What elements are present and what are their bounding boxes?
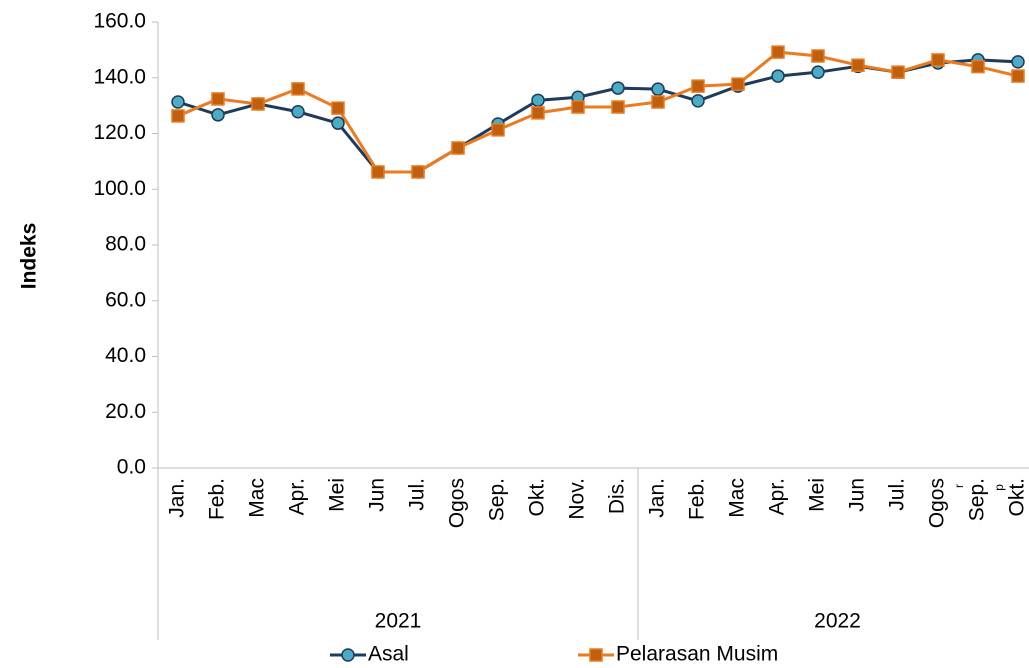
marker (291, 105, 305, 119)
y-tick-label: 100.0 (93, 177, 146, 200)
marker (731, 77, 745, 91)
x-tick-label: Ogos (446, 478, 469, 528)
x-tick-label: Feb. (686, 478, 709, 520)
marker (691, 94, 705, 108)
marker (491, 123, 505, 137)
marker (771, 45, 785, 59)
marker (531, 93, 545, 108)
x-tick-label: Jul. (886, 478, 909, 511)
marker (211, 108, 225, 122)
marker (811, 49, 825, 63)
legend-marker (341, 648, 355, 662)
y-tick-label: 20.0 (105, 400, 146, 423)
marker (331, 116, 345, 130)
x-tick-note: r (952, 484, 966, 488)
marker (691, 79, 705, 93)
series-line (177, 50, 1019, 174)
marker (771, 69, 785, 83)
y-tick-label: 40.0 (105, 344, 146, 367)
y-tick-label: 0.0 (117, 456, 146, 479)
x-tick-label: Mac (726, 478, 749, 518)
group-label: 2022 (814, 610, 861, 633)
marker (851, 58, 865, 72)
marker (171, 95, 185, 109)
y-tick-label: 140.0 (93, 65, 146, 88)
marker (411, 165, 425, 179)
x-tick-label: Sep. (966, 478, 989, 521)
x-tick-label: Mac (246, 478, 269, 518)
x-tick-note: p (992, 484, 1006, 491)
marker (931, 53, 945, 67)
x-tick-label: Sep. (486, 478, 509, 521)
x-tick-label: Okt. (526, 478, 549, 517)
x-tick-label: Apr. (286, 478, 309, 515)
marker (651, 82, 665, 96)
marker (371, 165, 385, 179)
marker (451, 141, 465, 155)
legend-marker (589, 648, 603, 662)
x-tick-label: Okt. (1006, 478, 1029, 517)
marker (251, 97, 265, 111)
marker (1011, 55, 1025, 69)
x-tick-label: Jan. (646, 478, 669, 518)
marker (811, 65, 825, 79)
legend-label: Asal (368, 643, 409, 666)
x-tick-label: Mei (806, 478, 829, 512)
x-tick-label: Jun (846, 478, 869, 512)
marker (531, 106, 545, 120)
marker (171, 109, 185, 123)
marker (651, 95, 665, 109)
y-tick-label: 80.0 (105, 233, 146, 256)
marker (571, 100, 585, 114)
y-tick-label: 160.0 (93, 10, 146, 33)
marker (891, 65, 905, 79)
x-tick-label: Ogos (926, 478, 949, 528)
x-tick-label: Mei (326, 478, 349, 512)
marker (611, 100, 625, 114)
marker (971, 59, 985, 74)
x-tick-label: Nov. (566, 478, 589, 520)
legend-label: Pelarasan Musim (616, 643, 778, 666)
marker (611, 81, 625, 95)
x-tick-label: Jan. (166, 478, 189, 518)
y-tick-label: 60.0 (105, 288, 146, 311)
y-axis-label: Indeks (18, 223, 41, 290)
marker (291, 82, 305, 96)
marker (211, 92, 225, 106)
x-tick-label: Apr. (766, 478, 789, 515)
x-tick-label: Feb. (206, 478, 229, 520)
marker (1011, 69, 1025, 83)
marker (331, 101, 345, 115)
y-tick-label: 120.0 (93, 121, 146, 144)
x-tick-label: Jun (366, 478, 389, 512)
x-tick-label: Dis. (606, 478, 629, 514)
x-tick-label: Jul. (406, 478, 429, 511)
group-label: 2021 (375, 610, 422, 633)
